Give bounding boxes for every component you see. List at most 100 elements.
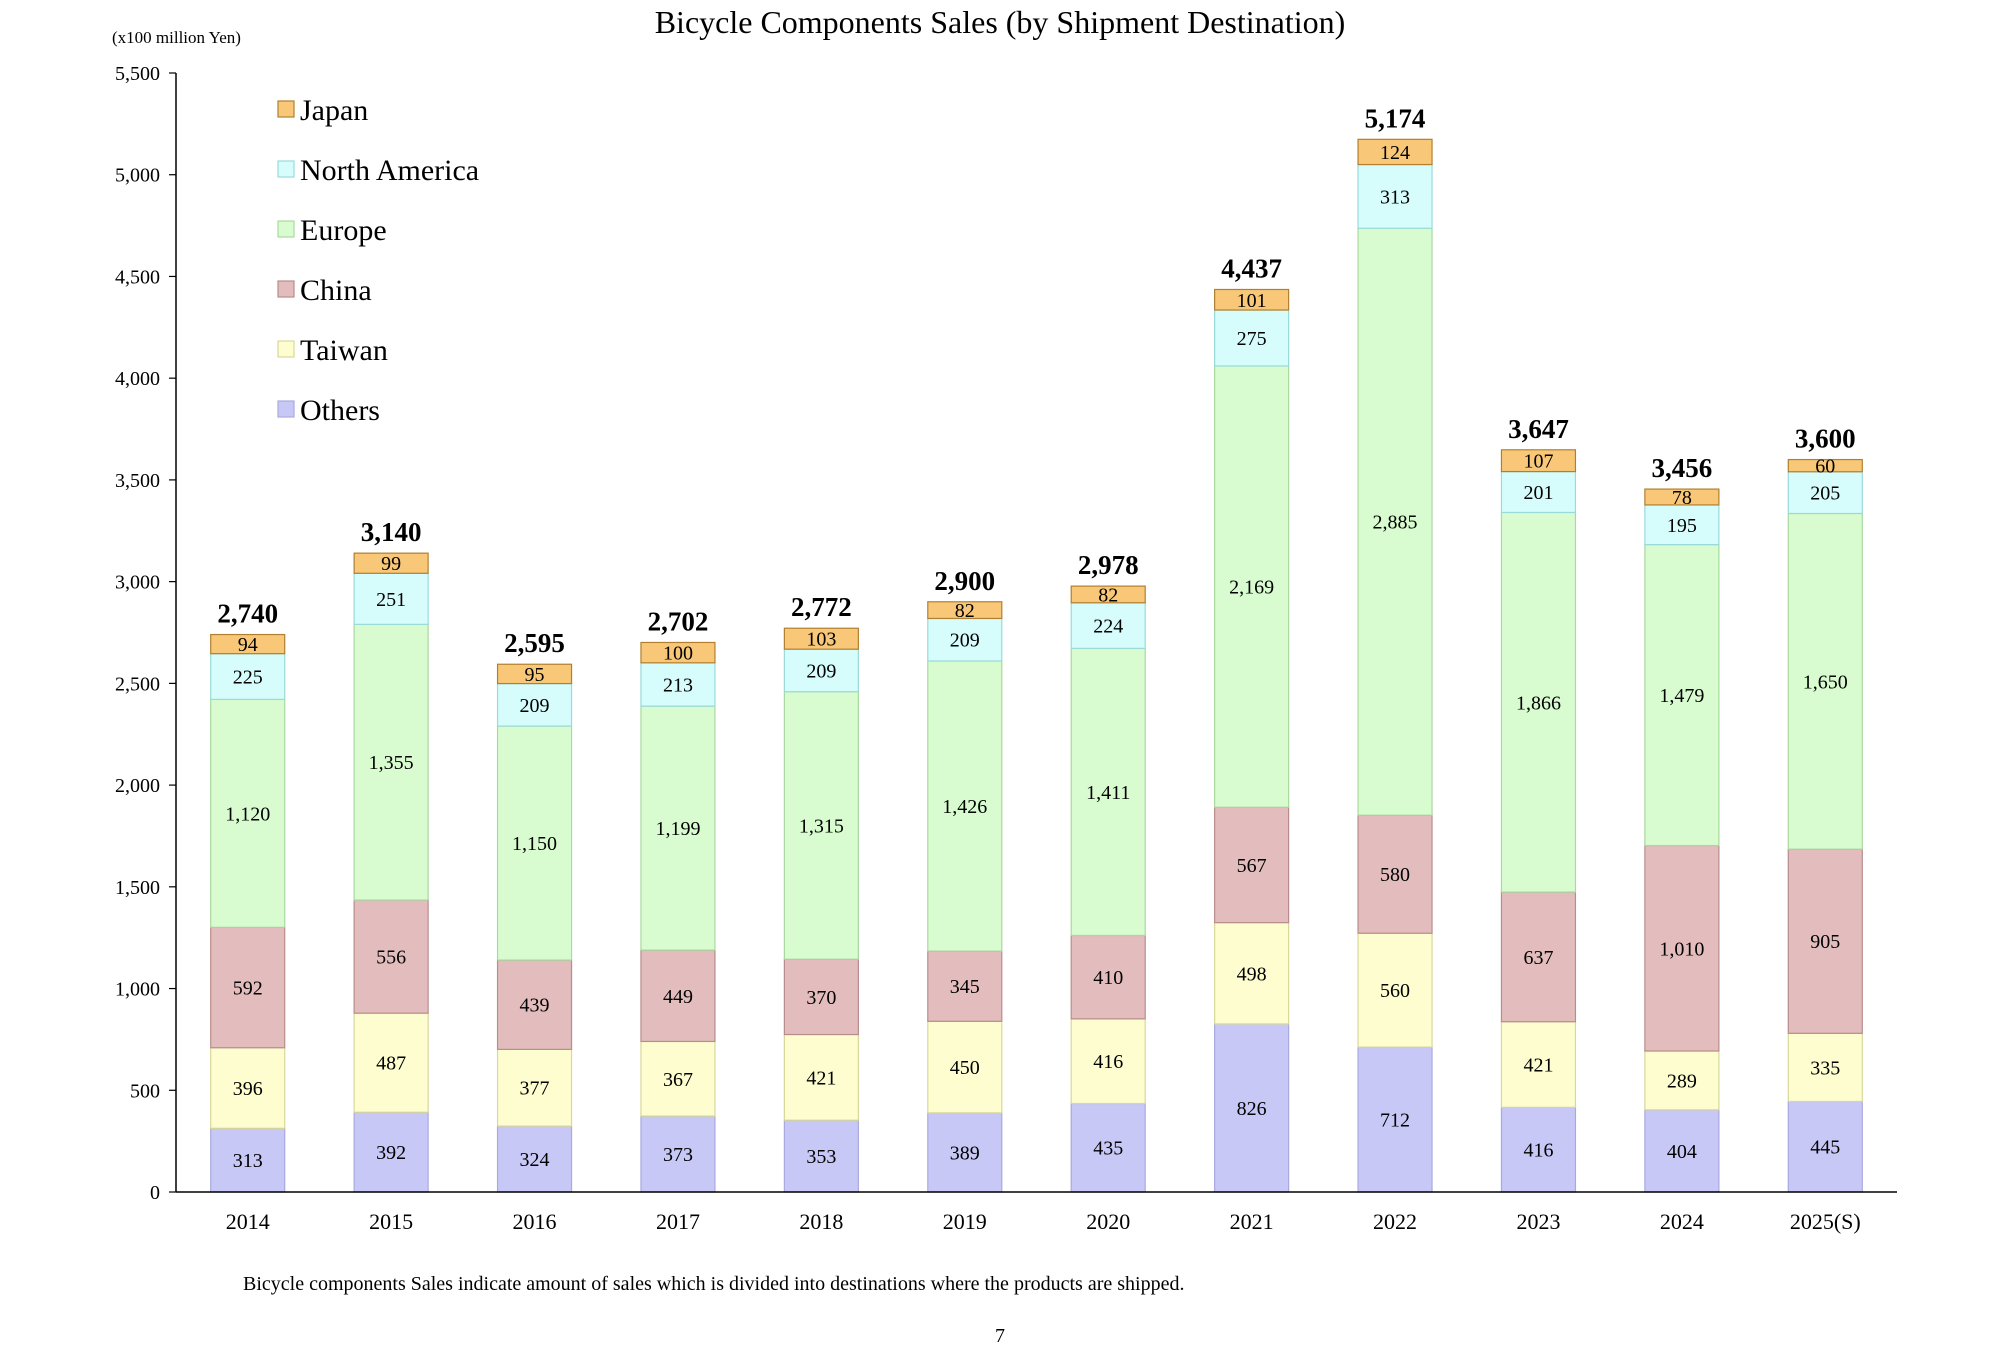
- segment-value-label: 1,426: [942, 796, 987, 818]
- bar-segment-others: [1500, 1106, 1577, 1193]
- segment-value-label: 209: [950, 630, 980, 652]
- segment-value-label: 345: [950, 976, 980, 998]
- y-tick-label: 4,000: [115, 368, 160, 390]
- segment-value-label: 60: [1815, 456, 1835, 478]
- legend-label: North America: [300, 154, 479, 187]
- bar-total-label: 3,140: [361, 517, 422, 547]
- y-tick-label: 2,500: [115, 673, 160, 695]
- segment-value-label: 416: [1523, 1140, 1553, 1162]
- segment-value-label: 209: [520, 695, 550, 717]
- bar-segment-others: [783, 1119, 859, 1193]
- segment-value-label: 99: [381, 553, 401, 575]
- bar-segment-japan: [1500, 449, 1577, 473]
- bar-segment-china: [353, 899, 429, 1014]
- bar-segment-japan: [1214, 288, 1290, 311]
- x-category-label: 2017: [656, 1209, 700, 1234]
- segment-value-label: 2,169: [1229, 577, 1274, 599]
- y-tick-label: 4,500: [115, 266, 160, 288]
- bar-segment-north-america: [1787, 471, 1863, 515]
- segment-value-label: 107: [1523, 451, 1553, 473]
- y-tick-label: 5,000: [115, 165, 160, 187]
- footnote: Bicycle components Sales indicate amount…: [243, 1273, 1184, 1295]
- y-axis-ticks: 0 500 1,000 1,500 2,000 2,500 3,000 3,500 4,000 4…: [115, 63, 176, 1204]
- bar-total-label: 2,978: [1078, 550, 1139, 580]
- bar-segment-japan: [1070, 585, 1146, 604]
- bar-segment-taiwan: [1644, 1050, 1720, 1111]
- legend-label: Europe: [300, 214, 387, 247]
- x-category-label: 2019: [943, 1209, 987, 1234]
- bar-segment-north-america: [496, 682, 573, 727]
- segment-value-label: 449: [663, 986, 693, 1008]
- segment-value-label: 421: [1523, 1055, 1553, 1077]
- segment-value-label: 445: [1810, 1137, 1840, 1159]
- bar-segment-others: [1214, 1023, 1290, 1193]
- segment-value-label: 1,411: [1086, 782, 1130, 804]
- x-category-label: 2023: [1516, 1209, 1560, 1234]
- bar-segment-north-america: [353, 572, 429, 625]
- segment-value-label: 289: [1667, 1070, 1697, 1092]
- bar-segment-north-america: [1357, 163, 1433, 229]
- y-tick-label: 1,000: [115, 979, 160, 1001]
- segment-value-label: 712: [1380, 1110, 1410, 1132]
- segment-value-label: 100: [663, 643, 693, 665]
- y-tick-label: 500: [130, 1080, 160, 1102]
- segment-value-label: 82: [1098, 584, 1118, 606]
- bar-segment-europe: [1070, 647, 1146, 937]
- segment-value-label: 826: [1237, 1098, 1267, 1120]
- segment-value-label: 2,885: [1373, 512, 1418, 534]
- segment-value-label: 313: [233, 1150, 263, 1172]
- bar-segment-others: [640, 1115, 716, 1193]
- segment-value-label: 201: [1523, 482, 1553, 504]
- legend-label: Taiwan: [300, 334, 388, 367]
- bar-segment-taiwan: [1070, 1018, 1146, 1105]
- bar-segment-north-america: [1500, 470, 1577, 514]
- bar-segment-europe: [1357, 227, 1433, 816]
- bar-segment-taiwan: [783, 1033, 859, 1121]
- bar-total-label: 2,900: [934, 566, 995, 596]
- segment-value-label: 82: [955, 600, 975, 622]
- legend-label: China: [300, 274, 372, 307]
- bar-segment-japan: [927, 601, 1003, 620]
- bar-segment-taiwan: [1500, 1021, 1577, 1108]
- bar-segment-china: [1644, 844, 1720, 1052]
- y-tick-label: 2,000: [115, 775, 160, 797]
- bar-segment-others: [496, 1125, 573, 1193]
- bar-segment-others: [1644, 1109, 1720, 1193]
- bar-segment-north-america: [1644, 504, 1720, 546]
- x-category-label: 2022: [1373, 1209, 1417, 1234]
- bar-total-label: 2,595: [504, 628, 565, 658]
- bar-segment-china: [1787, 848, 1863, 1034]
- bar-segment-taiwan: [1787, 1032, 1863, 1103]
- segment-value-label: 392: [376, 1142, 406, 1164]
- segment-value-label: 439: [520, 995, 550, 1017]
- bar-segment-china: [496, 959, 573, 1050]
- segment-value-label: 1,010: [1659, 938, 1704, 960]
- bar-segment-north-america: [640, 662, 716, 707]
- segment-value-label: 1,199: [655, 818, 700, 840]
- bar-total-label: 4,437: [1221, 253, 1282, 283]
- segment-value-label: 353: [806, 1146, 836, 1168]
- bar-segment-japan: [1644, 488, 1720, 506]
- legend-swatch-europe: [277, 220, 295, 238]
- segment-value-label: 205: [1810, 483, 1840, 505]
- segment-value-label: 1,479: [1659, 685, 1704, 707]
- segment-value-label: 580: [1380, 864, 1410, 886]
- segment-value-label: 94: [238, 634, 258, 656]
- segment-value-label: 195: [1667, 515, 1697, 537]
- y-tick-label: 3,500: [115, 470, 160, 492]
- bar-segment-japan: [640, 641, 716, 664]
- unit-label: (x100 million Yen): [112, 28, 241, 47]
- bar-segment-japan: [1357, 138, 1433, 166]
- bar-total-label: 2,772: [791, 592, 852, 622]
- bar-segment-north-america: [1070, 602, 1146, 649]
- segment-value-label: 251: [376, 589, 406, 611]
- segment-value-label: 367: [663, 1069, 693, 1091]
- legend-swatch-japan: [277, 100, 295, 118]
- bar-segment-others: [927, 1112, 1003, 1193]
- segment-value-label: 373: [663, 1144, 693, 1166]
- segment-value-label: 224: [1093, 616, 1123, 638]
- x-category-label: 2016: [513, 1209, 557, 1234]
- bar-segment-europe: [496, 725, 573, 961]
- bar-segment-china: [640, 949, 716, 1043]
